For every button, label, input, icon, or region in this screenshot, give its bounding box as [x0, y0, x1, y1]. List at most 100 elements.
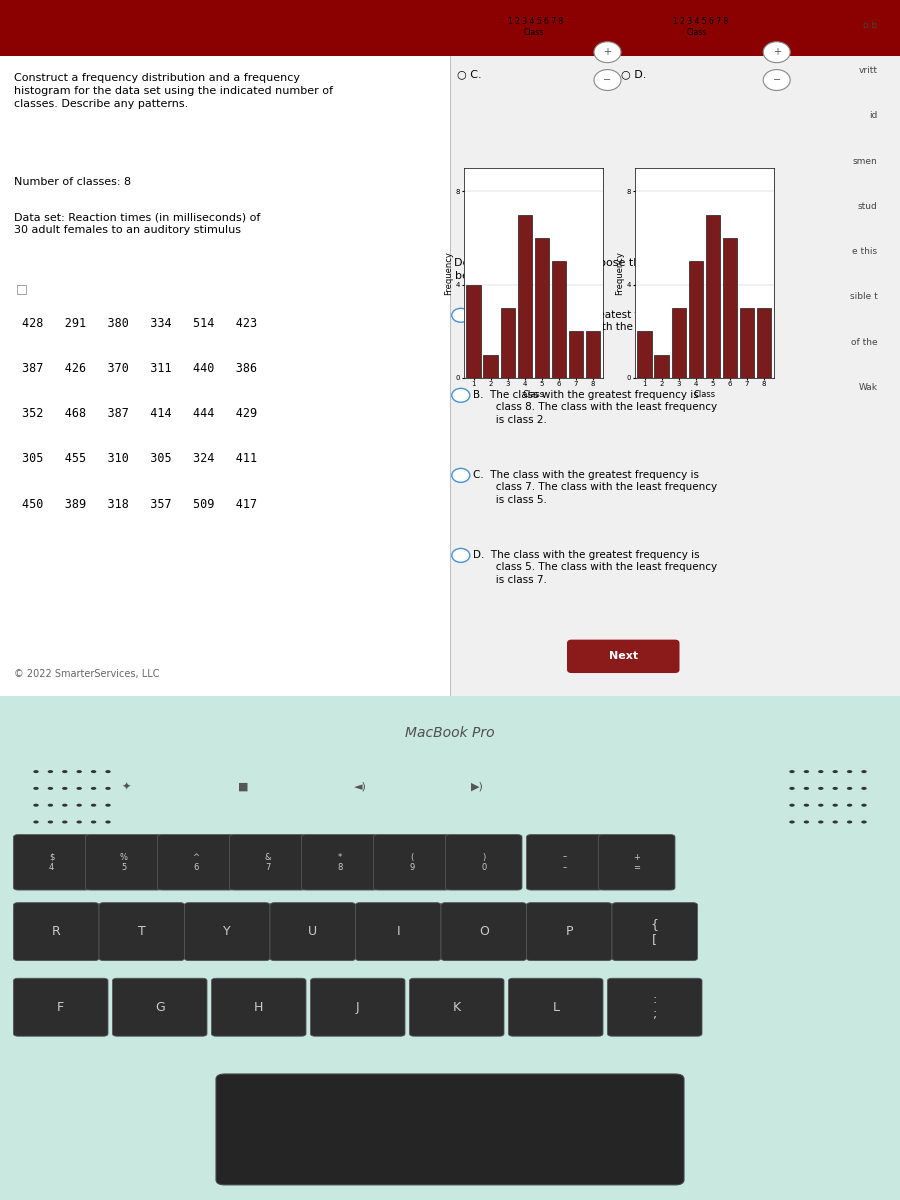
- Circle shape: [804, 804, 809, 806]
- Text: *
8: * 8: [338, 853, 342, 872]
- Circle shape: [804, 821, 809, 823]
- Circle shape: [76, 770, 82, 773]
- Text: −: −: [603, 76, 612, 85]
- Circle shape: [861, 821, 867, 823]
- Text: F: F: [58, 1001, 64, 1014]
- Circle shape: [62, 770, 68, 773]
- Bar: [688, 262, 703, 378]
- FancyBboxPatch shape: [356, 902, 441, 960]
- Text: C.  The class with the greatest frequency is
       class 7. The class with the : C. The class with the greatest frequency…: [473, 469, 717, 504]
- Circle shape: [91, 770, 96, 773]
- Circle shape: [33, 821, 39, 823]
- Circle shape: [763, 42, 790, 62]
- Circle shape: [48, 770, 53, 773]
- Bar: [654, 355, 669, 378]
- Circle shape: [789, 787, 795, 790]
- FancyBboxPatch shape: [441, 902, 526, 960]
- Text: &
7: & 7: [265, 853, 271, 872]
- Circle shape: [847, 804, 852, 806]
- Text: G: G: [155, 1001, 165, 1014]
- Circle shape: [804, 770, 809, 773]
- Text: Class: Class: [687, 28, 707, 37]
- Bar: [518, 215, 532, 378]
- Text: T: T: [138, 925, 146, 938]
- Text: Wak: Wak: [859, 383, 877, 391]
- Text: {
[: { [: [651, 918, 659, 946]
- Text: A.  The class with the greatest frequency is
       class 1. The class with the : A. The class with the greatest frequency…: [473, 310, 717, 344]
- FancyBboxPatch shape: [270, 902, 356, 960]
- FancyBboxPatch shape: [230, 835, 306, 890]
- Circle shape: [452, 308, 470, 323]
- Text: −: −: [772, 76, 781, 85]
- Bar: [723, 238, 737, 378]
- FancyBboxPatch shape: [526, 835, 603, 890]
- FancyBboxPatch shape: [14, 835, 90, 890]
- Text: of the: of the: [850, 337, 878, 347]
- Bar: [552, 262, 566, 378]
- Text: vritt: vritt: [859, 66, 877, 76]
- Text: +
=: + =: [634, 853, 640, 872]
- Bar: [0, 0, 900, 55]
- Circle shape: [789, 770, 795, 773]
- Text: Y: Y: [223, 925, 231, 938]
- Text: 387   426   370   311   440   386: 387 426 370 311 440 386: [22, 362, 257, 374]
- FancyBboxPatch shape: [99, 902, 184, 960]
- Circle shape: [763, 70, 790, 90]
- Text: 1 2 3 4 5 6 7 8: 1 2 3 4 5 6 7 8: [508, 17, 563, 26]
- Circle shape: [818, 770, 824, 773]
- Text: © 2022 SmarterServices, LLC: © 2022 SmarterServices, LLC: [14, 668, 159, 679]
- Circle shape: [832, 787, 838, 790]
- FancyBboxPatch shape: [310, 978, 405, 1036]
- Text: :
;: : ;: [652, 994, 657, 1021]
- FancyBboxPatch shape: [112, 978, 207, 1036]
- Text: □: □: [16, 282, 28, 295]
- Circle shape: [594, 70, 621, 90]
- Circle shape: [832, 821, 838, 823]
- Text: (
9: ( 9: [410, 853, 414, 872]
- Text: o b: o b: [863, 20, 878, 30]
- FancyBboxPatch shape: [526, 902, 612, 960]
- Circle shape: [804, 787, 809, 790]
- Text: Construct a frequency distribution and a frequency
histogram for the data set us: Construct a frequency distribution and a…: [14, 73, 332, 109]
- Text: ✦: ✦: [122, 781, 130, 792]
- Text: Describe any patterns. Choose the correct answer
below.: Describe any patterns. Choose the correc…: [454, 258, 734, 281]
- Circle shape: [594, 42, 621, 62]
- Circle shape: [62, 787, 68, 790]
- Text: sible t: sible t: [850, 293, 877, 301]
- Text: ◄): ◄): [354, 781, 366, 792]
- Text: ■: ■: [238, 781, 248, 792]
- Text: ○ D.: ○ D.: [621, 70, 646, 79]
- FancyBboxPatch shape: [216, 1074, 684, 1184]
- FancyBboxPatch shape: [158, 835, 234, 890]
- Circle shape: [33, 770, 39, 773]
- Circle shape: [33, 804, 39, 806]
- Circle shape: [105, 770, 111, 773]
- Bar: [500, 308, 515, 378]
- FancyBboxPatch shape: [184, 902, 270, 960]
- Bar: [450, 55, 900, 696]
- FancyBboxPatch shape: [302, 835, 378, 890]
- Bar: [535, 238, 549, 378]
- Text: Number of classes: 8: Number of classes: 8: [14, 178, 130, 187]
- Y-axis label: Frequency: Frequency: [615, 251, 624, 295]
- Text: stud: stud: [858, 202, 878, 211]
- Text: 352   468   387   414   444   429: 352 468 387 414 444 429: [22, 407, 257, 420]
- Text: B.  The class with the greatest frequency is
       class 8. The class with the : B. The class with the greatest frequency…: [473, 390, 717, 425]
- Circle shape: [48, 804, 53, 806]
- Bar: [483, 355, 498, 378]
- Circle shape: [452, 389, 470, 402]
- Bar: [466, 284, 481, 378]
- Circle shape: [91, 821, 96, 823]
- Text: R: R: [52, 925, 60, 938]
- Text: K: K: [453, 1001, 461, 1014]
- Circle shape: [847, 770, 852, 773]
- Text: ○ C.: ○ C.: [457, 70, 482, 79]
- Circle shape: [832, 804, 838, 806]
- Circle shape: [62, 804, 68, 806]
- Circle shape: [48, 821, 53, 823]
- FancyBboxPatch shape: [612, 902, 698, 960]
- Circle shape: [105, 821, 111, 823]
- Circle shape: [818, 804, 824, 806]
- Circle shape: [48, 787, 53, 790]
- Text: MacBook Pro: MacBook Pro: [405, 726, 495, 740]
